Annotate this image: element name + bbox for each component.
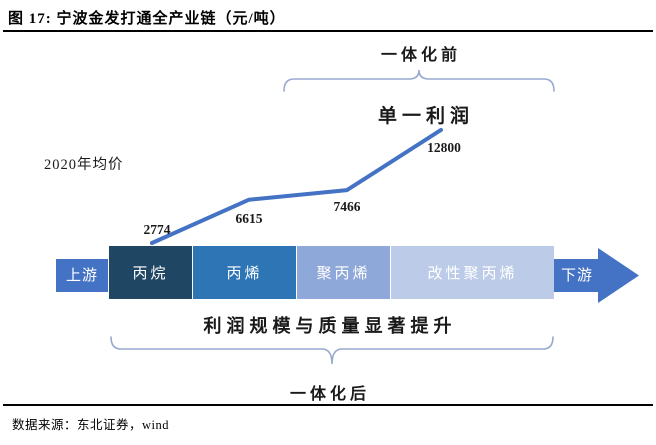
title-divider <box>3 30 653 32</box>
single-profit-label: 单一利润 <box>377 106 474 127</box>
figure-title: 图 17: 宁波金发打通全产业链（元/吨） <box>8 11 286 27</box>
bottom-brace <box>110 336 554 365</box>
footer-divider <box>3 404 653 406</box>
profit-line-chart <box>150 127 443 245</box>
data-label: 6615 <box>235 210 263 226</box>
bottom-brace-path <box>110 336 554 365</box>
avg-price-2020-label: 2020年均价 <box>44 157 124 173</box>
chain-segment: 丙烷 <box>108 246 192 299</box>
data-label: 2774 <box>143 222 171 237</box>
chain-segment: 丙烯 <box>192 246 296 299</box>
data-label: 7466 <box>333 199 361 215</box>
top-brace-path <box>283 69 555 92</box>
source-note: 数据来源：东北证券，wind <box>12 418 170 432</box>
chain-segment: 改性聚丙烯 <box>390 246 554 299</box>
data-label: 12800 <box>427 139 461 155</box>
profit-improvement-label: 利润规模与质量显著提升 <box>203 316 457 336</box>
post-integration-label: 一体化后 <box>289 386 370 403</box>
chain-segment: 聚丙烯 <box>296 246 390 299</box>
profit-line-series <box>150 127 443 245</box>
upstream-label: 上游 <box>65 268 98 284</box>
pre-integration-label: 一体化前 <box>380 47 461 64</box>
top-brace <box>283 69 555 92</box>
downstream-label: 下游 <box>560 268 593 284</box>
